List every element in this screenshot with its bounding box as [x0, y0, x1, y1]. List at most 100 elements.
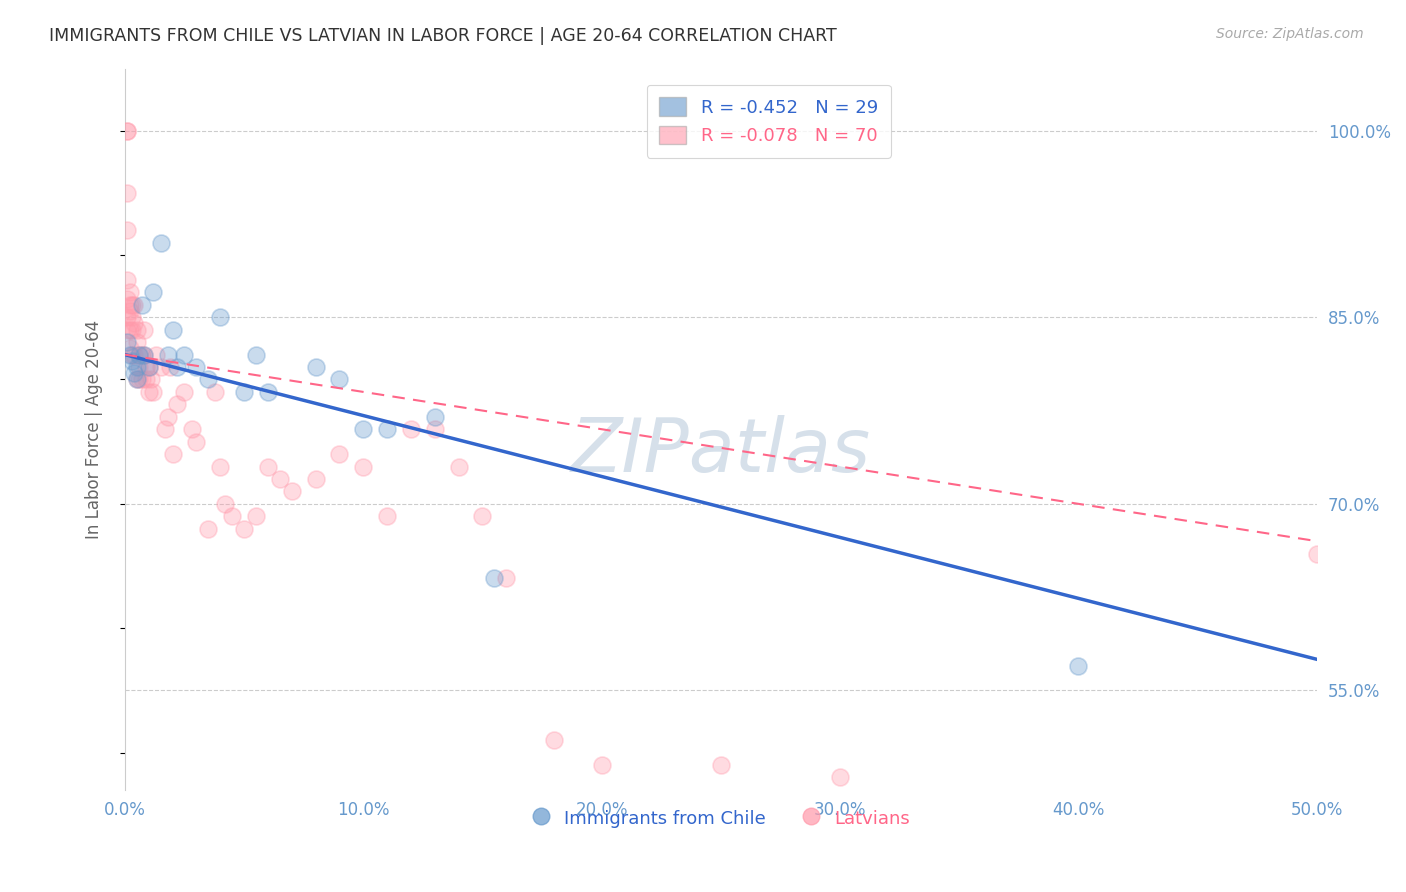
Point [484, 572, 506, 586]
Point [197, 522, 219, 536]
Point [166, 359, 188, 374]
Point [118, 323, 141, 337]
Point [543, 733, 565, 747]
Point [375, 509, 398, 524]
Point [132, 323, 155, 337]
Point [118, 342, 141, 356]
Point [710, 758, 733, 772]
Point [135, 359, 157, 374]
Point [280, 484, 302, 499]
Point [828, 771, 851, 785]
Point [121, 310, 143, 325]
Point [118, 285, 141, 300]
Point [204, 384, 226, 399]
Point [115, 273, 138, 287]
Point [162, 323, 184, 337]
Point [1067, 658, 1090, 673]
Point [173, 384, 195, 399]
Point [245, 509, 267, 524]
Point [125, 372, 148, 386]
Point [233, 384, 256, 399]
Point [121, 348, 143, 362]
Point [142, 285, 165, 300]
Point [257, 384, 280, 399]
Point [214, 497, 236, 511]
Point [124, 298, 146, 312]
Point [118, 304, 141, 318]
Point [115, 323, 138, 337]
Point [156, 409, 179, 424]
Point [186, 434, 208, 449]
Point [186, 359, 208, 374]
Point [142, 384, 165, 399]
Point [132, 348, 155, 362]
Point [471, 509, 494, 524]
Point [328, 372, 350, 386]
Legend: Immigrants from Chile, Latvians: Immigrants from Chile, Latvians [524, 801, 917, 835]
Point [304, 472, 326, 486]
Point [197, 372, 219, 386]
Point [156, 348, 179, 362]
Point [447, 459, 470, 474]
Point [162, 447, 184, 461]
Text: Source: ZipAtlas.com: Source: ZipAtlas.com [1216, 27, 1364, 41]
Point [155, 422, 177, 436]
Point [115, 223, 138, 237]
Point [138, 384, 160, 399]
Point [121, 323, 143, 337]
Point [131, 372, 153, 386]
Point [245, 348, 267, 362]
Point [135, 372, 157, 386]
Point [352, 422, 374, 436]
Text: IMMIGRANTS FROM CHILE VS LATVIAN IN LABOR FORCE | AGE 20-64 CORRELATION CHART: IMMIGRANTS FROM CHILE VS LATVIAN IN LABO… [49, 27, 837, 45]
Point [115, 186, 138, 200]
Point [128, 372, 150, 386]
Point [132, 348, 155, 362]
Point [423, 422, 446, 436]
Point [138, 359, 160, 374]
Point [233, 522, 256, 536]
Point [121, 298, 143, 312]
Point [115, 124, 138, 138]
Point [166, 397, 188, 411]
Point [149, 235, 172, 250]
Text: ZIPatlas: ZIPatlas [571, 415, 870, 487]
Point [118, 298, 141, 312]
Point [352, 459, 374, 474]
Point [131, 348, 153, 362]
Point [128, 348, 150, 362]
Point [125, 372, 148, 386]
Point [139, 372, 162, 386]
Point [495, 572, 517, 586]
Point [257, 459, 280, 474]
Point [221, 509, 243, 524]
Point [149, 359, 172, 374]
Point [128, 348, 150, 362]
Point [304, 359, 326, 374]
Point [124, 348, 146, 362]
Point [125, 335, 148, 350]
Point [131, 298, 153, 312]
Point [1306, 547, 1329, 561]
Point [209, 459, 232, 474]
Point [375, 422, 398, 436]
Point [180, 422, 202, 436]
Point [118, 348, 141, 362]
Y-axis label: In Labor Force | Age 20-64: In Labor Force | Age 20-64 [86, 319, 103, 539]
Point [115, 335, 138, 350]
Point [128, 359, 150, 374]
Point [124, 366, 146, 380]
Point [145, 348, 167, 362]
Point [115, 310, 138, 325]
Point [209, 310, 232, 325]
Point [173, 348, 195, 362]
Point [121, 353, 143, 368]
Point [115, 124, 138, 138]
Point [115, 292, 138, 306]
Point [328, 447, 350, 461]
Point [125, 359, 148, 374]
Point [125, 323, 148, 337]
Point [399, 422, 422, 436]
Point [138, 359, 160, 374]
Point [124, 317, 146, 331]
